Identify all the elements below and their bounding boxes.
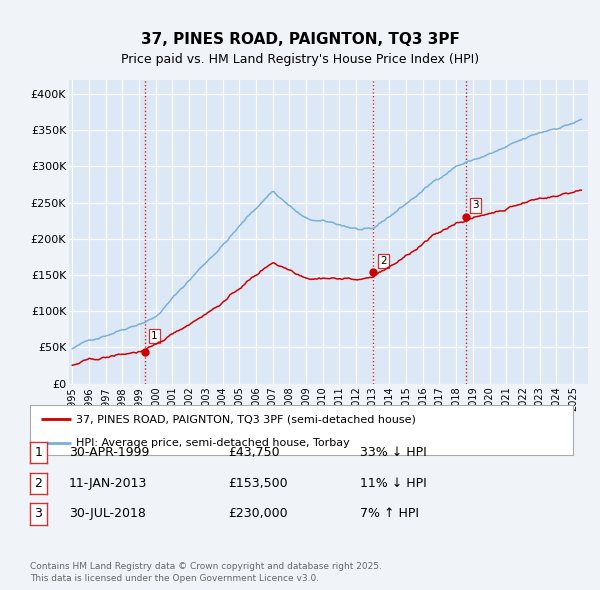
Text: 7% ↑ HPI: 7% ↑ HPI [360,507,419,520]
Text: 1: 1 [34,446,43,459]
Text: 3: 3 [34,507,43,520]
Text: 3: 3 [473,201,479,211]
Text: 37, PINES ROAD, PAIGNTON, TQ3 3PF (semi-detached house): 37, PINES ROAD, PAIGNTON, TQ3 3PF (semi-… [76,414,416,424]
Text: 30-APR-1999: 30-APR-1999 [69,446,149,459]
Text: HPI: Average price, semi-detached house, Torbay: HPI: Average price, semi-detached house,… [76,438,350,448]
Text: 11% ↓ HPI: 11% ↓ HPI [360,477,427,490]
Text: Price paid vs. HM Land Registry's House Price Index (HPI): Price paid vs. HM Land Registry's House … [121,53,479,66]
Text: £43,750: £43,750 [228,446,280,459]
Text: 2: 2 [380,256,386,266]
Text: 37, PINES ROAD, PAIGNTON, TQ3 3PF: 37, PINES ROAD, PAIGNTON, TQ3 3PF [140,32,460,47]
Text: £230,000: £230,000 [228,507,287,520]
Text: £153,500: £153,500 [228,477,287,490]
Text: Contains HM Land Registry data © Crown copyright and database right 2025.
This d: Contains HM Land Registry data © Crown c… [30,562,382,583]
Text: 1: 1 [151,331,158,341]
Text: 11-JAN-2013: 11-JAN-2013 [69,477,148,490]
Text: 2: 2 [34,477,43,490]
Text: 33% ↓ HPI: 33% ↓ HPI [360,446,427,459]
Text: 30-JUL-2018: 30-JUL-2018 [69,507,146,520]
